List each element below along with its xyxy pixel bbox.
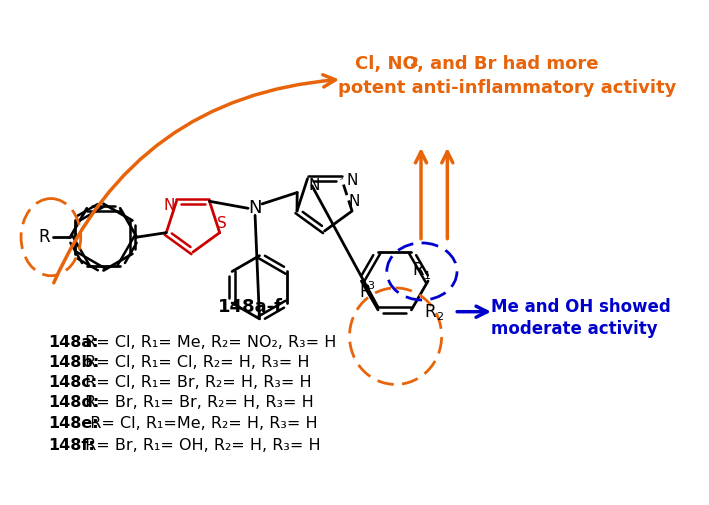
Text: Me and OH showed: Me and OH showed [491,298,671,316]
Text: 1: 1 [424,271,430,281]
Text: moderate activity: moderate activity [491,320,658,338]
Text: 3: 3 [367,281,374,291]
Text: Cl, NO: Cl, NO [355,56,418,73]
Text: R: R [359,283,371,301]
Text: N: N [248,199,262,217]
Text: R= Br, R₁= OH, R₂= H, R₃= H: R= Br, R₁= OH, R₂= H, R₃= H [80,437,320,452]
Text: 148a:: 148a: [48,335,99,350]
Text: R= Cl, R₁= Me, R₂= NO₂, R₃= H: R= Cl, R₁= Me, R₂= NO₂, R₃= H [80,335,336,350]
Text: R: R [425,302,437,321]
Text: R: R [38,228,50,246]
FancyArrowPatch shape [54,75,335,283]
Text: 148e:: 148e: [48,416,99,431]
Text: N: N [309,178,320,193]
Text: S: S [216,217,226,231]
Text: R= Cl, R₁= Cl, R₂= H, R₃= H: R= Cl, R₁= Cl, R₂= H, R₃= H [80,355,309,370]
Text: 2: 2 [436,312,443,322]
Text: N: N [164,198,175,213]
Text: 148f:: 148f: [48,437,95,452]
Text: R: R [413,261,424,279]
Text: N: N [347,173,358,188]
Text: 2: 2 [411,56,419,69]
Text: R= Br, R₁= Br, R₂= H, R₃= H: R= Br, R₁= Br, R₂= H, R₃= H [80,395,313,411]
Text: R= Cl, R₁= Br, R₂= H, R₃= H: R= Cl, R₁= Br, R₂= H, R₃= H [80,375,311,390]
Text: N: N [348,194,359,209]
Text: , and Br had more: , and Br had more [417,56,598,73]
Text: 148b:: 148b: [48,355,99,370]
Text: 148a-f: 148a-f [218,298,282,316]
Text: R= Cl, R₁=Me, R₂= H, R₃= H: R= Cl, R₁=Me, R₂= H, R₃= H [80,416,318,431]
Text: 148c:: 148c: [48,375,98,390]
Text: 148d:: 148d: [48,395,99,411]
Text: potent anti-inflammatory activity: potent anti-inflammatory activity [337,79,676,97]
